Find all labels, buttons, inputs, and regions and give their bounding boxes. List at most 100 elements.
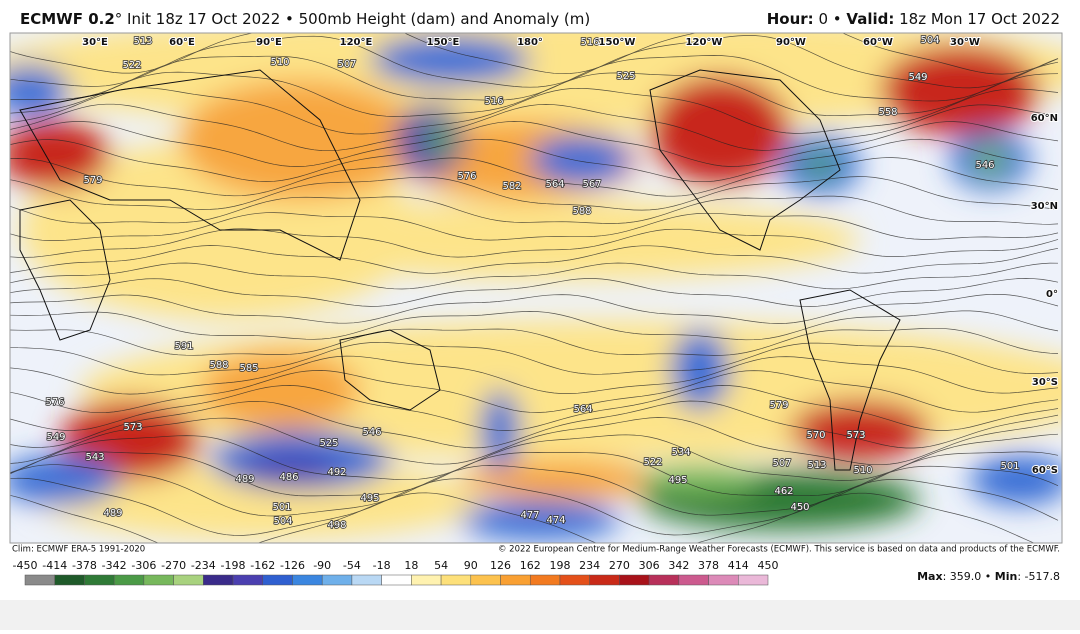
colorbar-tick-label: -342 <box>102 559 127 572</box>
contour <box>10 342 1059 376</box>
colorbar-swatch <box>54 574 85 586</box>
model-name: ECMWF 0.2 <box>20 10 115 28</box>
colorbar-swatch <box>203 574 234 586</box>
north-america <box>649 69 841 251</box>
longitude-label: 90°W <box>776 37 806 48</box>
contour-label: 576 <box>45 397 64 408</box>
copyright: © 2022 European Centre for Medium-Range … <box>498 545 1060 555</box>
contour <box>10 35 1059 89</box>
longitude-label: 30°W <box>950 37 980 48</box>
colorbar-swatch <box>500 574 531 586</box>
anomaly-blob <box>424 124 456 156</box>
contour-label: 495 <box>360 493 379 504</box>
anomaly-blob <box>460 460 660 500</box>
colorbar-swatch <box>292 574 323 586</box>
colorbar-swatch <box>470 574 501 586</box>
contour-label: 549 <box>46 432 65 443</box>
colorbar-tick-label: 90 <box>464 559 478 572</box>
colorbar-swatch <box>529 574 561 586</box>
colorbar-tick-label: -90 <box>313 559 331 572</box>
contour-label: 450 <box>790 502 809 513</box>
south-america <box>799 289 901 471</box>
colorbar-tick-label: 198 <box>549 559 570 572</box>
contour <box>10 433 1059 481</box>
longitude-label: 120°W <box>686 37 723 48</box>
longitude-label: 180° <box>517 37 543 48</box>
contour <box>10 400 1059 449</box>
contour-label: 546 <box>362 427 381 438</box>
contour-label: 507 <box>337 59 356 70</box>
longitude-label: 150°E <box>427 37 460 48</box>
colorbar-tick-label: 342 <box>668 559 689 572</box>
contour <box>10 327 1059 356</box>
colorbar-swatch <box>84 574 115 586</box>
contour-label: 504 <box>920 35 939 46</box>
contour-label: 507 <box>772 458 791 469</box>
colorbar-swatch <box>24 574 55 586</box>
contour-label: 525 <box>319 438 338 449</box>
colorbar-swatch <box>381 574 412 586</box>
contour-label: 588 <box>209 360 228 371</box>
contour-label: 579 <box>83 175 102 186</box>
contour-label: 576 <box>457 171 476 182</box>
contour <box>10 310 1059 341</box>
colorbar-swatch <box>589 574 620 586</box>
latitude-label: 60°N <box>1031 113 1058 124</box>
anomaly-blob <box>640 465 760 495</box>
contour <box>10 278 1059 307</box>
contour-label: 564 <box>573 404 592 415</box>
colorbar-tick-label: -54 <box>343 559 361 572</box>
anomaly-blob <box>460 500 620 540</box>
anomaly-blob <box>240 455 340 485</box>
anomaly-blob <box>40 460 480 540</box>
contour <box>10 451 1059 497</box>
contour-label: 525 <box>616 71 635 82</box>
min-value: : -517.8 <box>1017 570 1060 583</box>
contour-label: 489 <box>103 508 122 519</box>
colorbar-tick-label: -198 <box>221 559 246 572</box>
latitude-label: 60°S <box>1032 465 1058 476</box>
contour <box>10 370 1059 414</box>
contour <box>10 157 1059 197</box>
contour-label: 534 <box>671 447 690 458</box>
contour-label: 573 <box>123 422 142 433</box>
longitude-label: 150°W <box>599 37 636 48</box>
contour <box>10 103 1059 152</box>
contour-label: 501 <box>1000 461 1019 472</box>
colorbar-tick-label: -126 <box>280 559 305 572</box>
contour-label: 582 <box>502 181 521 192</box>
contour-label: 585 <box>239 363 258 374</box>
contour <box>10 212 1059 241</box>
coastlines <box>19 69 901 471</box>
latitude-label: 30°S <box>1032 377 1058 388</box>
colorbar-tick-label: -306 <box>131 559 156 572</box>
colorbar-tick-label: 126 <box>490 559 511 572</box>
eurasia <box>19 69 361 261</box>
colorbar-swatch <box>678 574 709 586</box>
contour-label: 495 <box>668 475 687 486</box>
contour <box>10 464 1059 517</box>
contour <box>10 492 1035 543</box>
max-label: Max <box>917 570 942 583</box>
hour-label: Hour: <box>767 10 814 28</box>
contour-label: 513 <box>133 36 152 47</box>
contour <box>10 138 1059 183</box>
latitude-label: 30°N <box>1031 201 1058 212</box>
colorbar-swatch <box>351 574 382 586</box>
anomaly-blob <box>790 400 930 460</box>
contour-label: 492 <box>327 467 346 478</box>
contour-label: 588 <box>572 206 591 217</box>
contour <box>10 121 1059 167</box>
colorbar-tick-label: 162 <box>520 559 541 572</box>
min-label: Min <box>995 570 1018 583</box>
contour <box>10 417 1059 466</box>
anomaly-blob <box>260 200 860 280</box>
contour-label: 564 <box>545 179 564 190</box>
colorbar-swatch <box>232 574 264 586</box>
contour-label: 462 <box>774 486 793 497</box>
longitude-label: 60°E <box>169 37 195 48</box>
contour-label: 477 <box>520 510 539 521</box>
valid-label: Valid: <box>846 10 894 28</box>
colorbar-tick-label: -270 <box>161 559 186 572</box>
